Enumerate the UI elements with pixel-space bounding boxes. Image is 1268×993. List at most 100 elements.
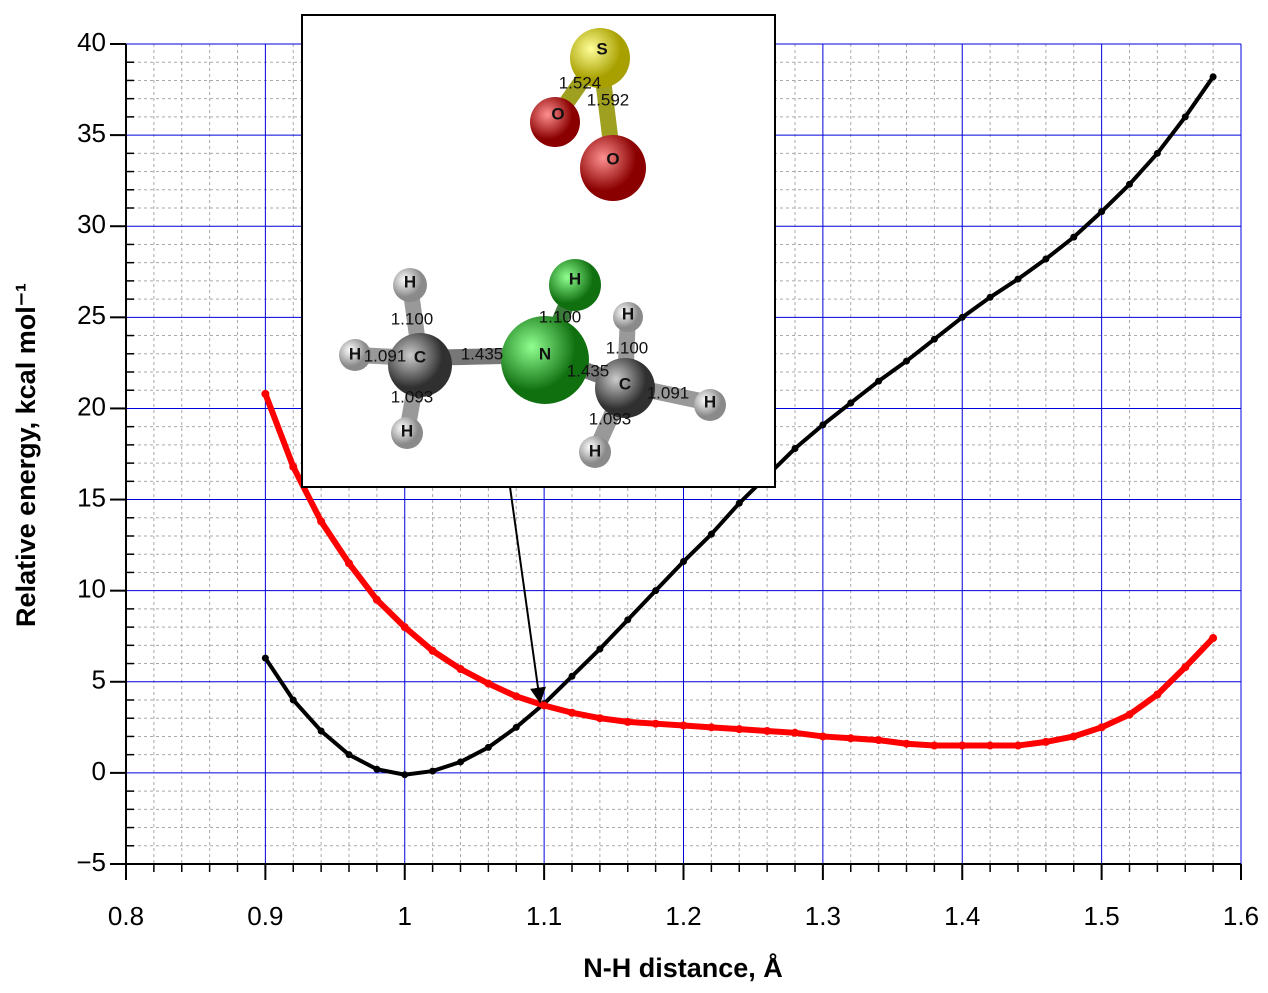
- x-tick-label: 1: [398, 901, 412, 931]
- point: [959, 314, 966, 321]
- point: [1181, 663, 1189, 671]
- point: [261, 390, 269, 398]
- point: [1210, 73, 1217, 80]
- point: [1042, 256, 1049, 263]
- y-tick-label: 0: [92, 756, 106, 786]
- point: [652, 587, 659, 594]
- bond-label: 1.100: [391, 309, 434, 328]
- point: [1014, 742, 1022, 750]
- bond-label: 1.100: [606, 338, 649, 357]
- inset: S O O H H H H C N C H H H 1.524 1.592 1.…: [302, 15, 775, 487]
- y-tick-label: 5: [92, 665, 106, 695]
- point: [262, 655, 269, 662]
- bond-label: 1.592: [587, 90, 630, 109]
- point: [401, 623, 409, 631]
- point: [568, 709, 576, 717]
- point: [903, 740, 911, 748]
- point: [1098, 208, 1105, 215]
- point: [680, 722, 688, 730]
- point: [652, 720, 660, 728]
- point: [373, 596, 381, 604]
- bond-label: 1.093: [391, 387, 434, 406]
- point: [1126, 711, 1134, 719]
- point: [318, 727, 325, 734]
- point: [1070, 234, 1077, 241]
- point: [707, 723, 715, 731]
- point: [792, 445, 799, 452]
- bond-label: 1.091: [364, 346, 407, 365]
- point: [624, 616, 631, 623]
- y-tick-label: 25: [77, 300, 106, 330]
- point: [1209, 634, 1217, 642]
- atom-label: H: [404, 272, 416, 291]
- atom-label: C: [414, 347, 426, 366]
- y-axis-label: Relative energy, kcal mol⁻¹: [11, 283, 41, 627]
- chart: 0.80.911.11.21.31.41.51.6−50510152025303…: [0, 0, 1268, 988]
- point: [875, 378, 882, 385]
- point: [429, 768, 436, 775]
- bond-label: 1.093: [589, 409, 632, 428]
- point: [680, 558, 687, 565]
- point: [930, 742, 938, 750]
- point: [708, 531, 715, 538]
- atom-label: H: [589, 441, 601, 460]
- point: [958, 742, 966, 750]
- point: [1015, 276, 1022, 283]
- point: [903, 358, 910, 365]
- y-tick-label: 15: [77, 482, 106, 512]
- point: [987, 294, 994, 301]
- y-tick-label: 35: [77, 118, 106, 148]
- point: [345, 559, 353, 567]
- x-tick-label: 1.4: [944, 901, 980, 931]
- point: [346, 751, 353, 758]
- point: [1070, 732, 1078, 740]
- x-tick-label: 1.5: [1084, 901, 1120, 931]
- atom-label: H: [401, 421, 413, 440]
- point: [289, 463, 297, 471]
- point: [429, 647, 437, 655]
- x-tick-label: 1.1: [526, 901, 562, 931]
- point: [1182, 113, 1189, 120]
- point: [735, 725, 743, 733]
- point: [875, 736, 883, 744]
- atom-label: O: [551, 104, 564, 123]
- x-tick-label: 1.6: [1223, 901, 1259, 931]
- y-tick-label: −5: [76, 847, 106, 877]
- point: [484, 680, 492, 688]
- point: [317, 517, 325, 525]
- point: [847, 399, 854, 406]
- point: [569, 673, 576, 680]
- point: [791, 729, 799, 737]
- point: [373, 766, 380, 773]
- atom-label: N: [539, 344, 551, 363]
- x-tick-label: 0.8: [108, 901, 144, 931]
- atom-label: H: [349, 344, 361, 363]
- point: [457, 665, 465, 673]
- atom-label: O: [606, 149, 619, 168]
- point: [1098, 723, 1106, 731]
- point: [1154, 150, 1161, 157]
- point: [401, 771, 408, 778]
- bond-label: 1.100: [539, 307, 582, 326]
- bond-label: 1.435: [567, 361, 610, 380]
- y-tick-label: 10: [77, 574, 106, 604]
- point: [596, 645, 603, 652]
- atom-label: H: [569, 269, 581, 288]
- point: [763, 727, 771, 735]
- atom-label: H: [622, 304, 634, 323]
- atom-label: C: [619, 374, 631, 393]
- point: [736, 500, 743, 507]
- atom-label: S: [596, 39, 607, 58]
- point: [819, 421, 826, 428]
- bond-label: 1.091: [647, 383, 690, 402]
- point: [596, 714, 604, 722]
- point: [457, 758, 464, 765]
- bond-label: 1.435: [461, 344, 504, 363]
- point: [513, 724, 520, 731]
- point: [512, 692, 520, 700]
- y-tick-label: 40: [77, 27, 106, 57]
- y-tick-label: 30: [77, 209, 106, 239]
- y-tick-label: 20: [77, 391, 106, 421]
- point: [485, 744, 492, 751]
- point: [847, 734, 855, 742]
